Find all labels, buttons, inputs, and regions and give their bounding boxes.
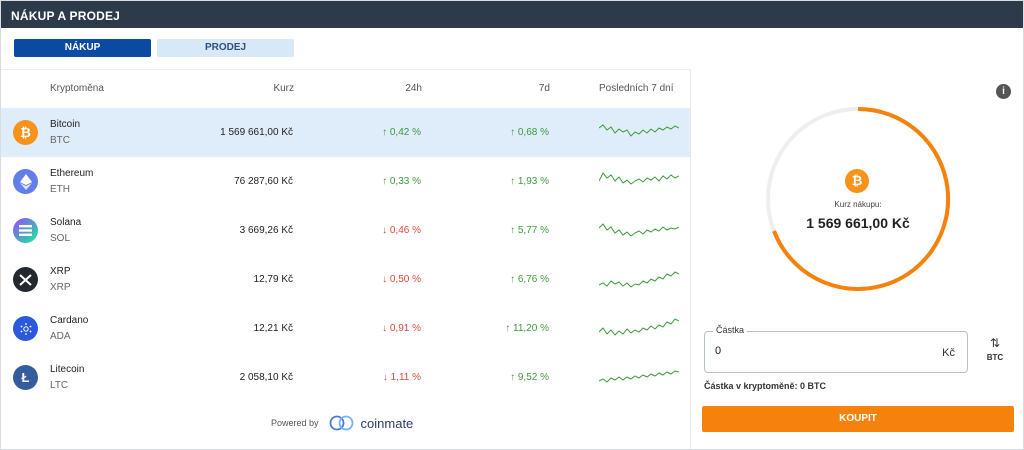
change-24h: ↓ 0,46 % — [382, 225, 421, 236]
coin-name: Ethereum — [50, 168, 94, 179]
coinmate-logo-icon — [329, 415, 353, 431]
change-7d: ↑ 1,93 % — [510, 176, 549, 187]
coin-rate: 1 569 661,00 Kč — [220, 127, 293, 138]
solana-icon — [13, 218, 38, 243]
coin-rate: 12,79 Kč — [253, 274, 293, 285]
crypto-amount: Částka v kryptoměně: 0 BTC — [704, 381, 827, 391]
change-7d: ↑ 0,68 % — [510, 127, 549, 138]
column-header-24h: 24h — [405, 83, 422, 94]
column-header-name: Kryptoměna — [50, 83, 104, 94]
coin-rate: 3 669,26 Kč — [239, 225, 293, 236]
litecoin-icon: Ł — [13, 365, 38, 390]
rate-gauge — [766, 107, 951, 291]
change-24h: ↑ 0,33 % — [382, 176, 421, 187]
swap-currency-label: BTC — [986, 353, 1004, 362]
column-header-7d: 7d — [538, 83, 550, 94]
coin-symbol: XRP — [50, 282, 71, 293]
table-row-xrp[interactable]: XRP XRP 12,79 Kč ↓ 0,50 % ↑ 6,76 % — [1, 255, 690, 304]
powered-by-label: Powered by — [271, 418, 319, 428]
amount-field[interactable]: Částka Kč — [704, 325, 968, 373]
change-24h: ↓ 0,50 % — [382, 274, 421, 285]
coin-rate: 2 058,10 Kč — [239, 372, 293, 383]
tab-buy[interactable]: NÁKUP — [14, 39, 151, 57]
coin-name: Bitcoin — [50, 119, 81, 130]
sparkline-chart — [599, 370, 679, 383]
sparkline-chart — [599, 318, 679, 336]
tab-sell[interactable]: PRODEJ — [157, 39, 294, 57]
crypto-table: Kryptoměna Kurz 24h 7d Posledních 7 dní … — [1, 69, 691, 449]
sparkline-chart — [599, 271, 679, 288]
table-row-litecoin[interactable]: Ł Litecoin LTC 2 058,10 Kč ↓ 1,11 % ↑ 9,… — [1, 353, 690, 402]
coinmate-logo[interactable]: coinmate — [329, 415, 414, 431]
table-row-ethereum[interactable]: Ethereum ETH 76 287,60 Kč ↑ 0,33 % ↑ 1,9… — [1, 157, 690, 206]
amount-unit: Kč — [942, 347, 955, 359]
bitcoin-icon: ₿ — [845, 169, 869, 193]
table-header: Kryptoměna Kurz 24h 7d Posledních 7 dní — [1, 70, 691, 108]
coin-name: Cardano — [50, 315, 89, 326]
swap-arrows-icon: ⇅ — [989, 336, 1001, 350]
powered-by: Powered by coinmate — [271, 415, 413, 431]
change-24h: ↓ 0,91 % — [382, 323, 421, 334]
trade-panel: i ₿ Kurz nákupu: 1 569 661,00 Kč Částka … — [692, 69, 1024, 449]
ethereum-icon — [13, 169, 38, 194]
coin-rate: 76 287,60 Kč — [234, 176, 293, 187]
coin-name: Solana — [50, 217, 82, 228]
change-7d: ↑ 6,76 % — [510, 274, 549, 285]
coin-rate: 12,21 Kč — [253, 323, 293, 334]
table-row-solana[interactable]: Solana SOL 3 669,26 Kč ↓ 0,46 % ↑ 5,77 % — [1, 206, 690, 255]
change-24h: ↓ 1,11 % — [382, 372, 421, 383]
change-24h: ↑ 0,42 % — [382, 127, 421, 138]
change-7d: ↑ 9,52 % — [510, 372, 549, 383]
column-header-sparkline: Posledních 7 dní — [599, 83, 674, 94]
cardano-icon — [13, 316, 38, 341]
sparkline-chart — [599, 223, 679, 237]
bitcoin-icon: ₿ — [13, 120, 38, 145]
sparkline-chart — [599, 172, 679, 185]
rate-label: Kurz nákupu: — [834, 200, 882, 209]
coin-name: Litecoin — [50, 364, 85, 375]
coin-name: XRP — [50, 266, 71, 277]
coin-symbol: ADA — [50, 331, 71, 342]
rate-value: 1 569 661,00 Kč — [806, 215, 910, 231]
sparkline-chart — [599, 124, 679, 137]
amount-label: Částka — [713, 325, 748, 335]
buy-button[interactable]: KOUPIT — [702, 406, 1014, 432]
swap-currency-button[interactable]: ⇅ BTC — [984, 337, 1006, 362]
coin-symbol: SOL — [50, 233, 71, 244]
change-7d: ↑ 11,20 % — [505, 323, 549, 334]
coin-symbol: BTC — [50, 135, 70, 146]
xrp-icon — [13, 267, 38, 292]
widget-title: NÁKUP A PRODEJ — [11, 9, 121, 23]
table-row-bitcoin[interactable]: ₿ Bitcoin BTC 1 569 661,00 Kč ↑ 0,42 % ↑… — [1, 108, 690, 157]
table-row-cardano[interactable]: Cardano ADA 12,21 Kč ↓ 0,91 % ↑ 11,20 % — [1, 304, 690, 353]
change-7d: ↑ 5,77 % — [510, 225, 549, 236]
widget-header: NÁKUP A PRODEJ — [1, 1, 1023, 28]
info-icon[interactable]: i — [996, 84, 1011, 99]
coin-symbol: LTC — [50, 380, 69, 391]
column-header-rate: Kurz — [273, 83, 294, 94]
amount-input[interactable] — [715, 345, 915, 357]
coin-symbol: ETH — [50, 184, 70, 195]
coinmate-brand: coinmate — [360, 415, 414, 431]
